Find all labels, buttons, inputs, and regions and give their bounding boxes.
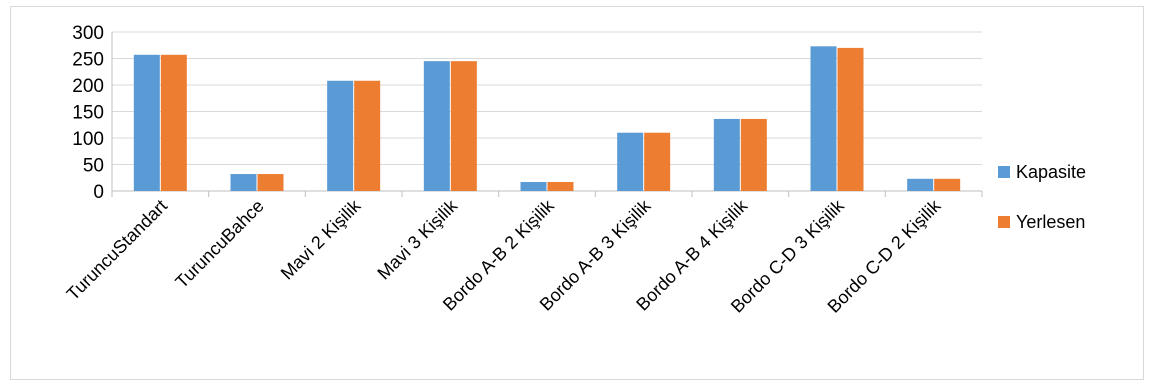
y-tick-label: 0 bbox=[93, 182, 104, 203]
bar-yerlesen-4 bbox=[547, 181, 574, 191]
legend-swatch-yerlesen bbox=[998, 216, 1010, 228]
x-category-label: Mavi 3 Kişilik bbox=[373, 195, 461, 283]
legend-label-yerlesen: Yerlesen bbox=[1016, 212, 1085, 232]
bar-kapasite-2 bbox=[327, 80, 354, 191]
y-tick-label: 200 bbox=[72, 76, 104, 97]
bar-yerlesen-8 bbox=[934, 178, 961, 191]
bar-yerlesen-3 bbox=[450, 61, 477, 192]
bar-yerlesen-0 bbox=[160, 54, 187, 191]
y-tick-label: 50 bbox=[83, 156, 104, 177]
bar-kapasite-4 bbox=[520, 181, 547, 191]
bar-yerlesen-1 bbox=[257, 174, 284, 191]
bar-yerlesen-7 bbox=[837, 47, 864, 192]
bar-kapasite-8 bbox=[907, 178, 934, 191]
y-tick-label: 150 bbox=[72, 103, 104, 124]
x-category-label: TuruncuBahce bbox=[171, 196, 267, 292]
y-tick-label: 100 bbox=[72, 129, 104, 150]
bar-kapasite-5 bbox=[617, 132, 644, 191]
bar-kapasite-1 bbox=[230, 174, 257, 191]
bar-yerlesen-5 bbox=[644, 132, 671, 191]
bar-yerlesen-6 bbox=[740, 118, 767, 191]
y-tick-label: 300 bbox=[72, 23, 104, 44]
bar-kapasite-6 bbox=[713, 118, 740, 191]
bar-kapasite-7 bbox=[810, 46, 837, 192]
x-category-label: TuruncuStandart bbox=[63, 196, 171, 304]
x-category-label: Mavi 2 Kişilik bbox=[277, 195, 365, 283]
legend-label-kapasite: Kapasite bbox=[1016, 162, 1086, 182]
bar-kapasite-0 bbox=[133, 54, 160, 191]
bar-kapasite-3 bbox=[423, 61, 450, 192]
chart-frame bbox=[10, 6, 1144, 380]
legend-swatch-kapasite bbox=[998, 166, 1010, 178]
bar-yerlesen-2 bbox=[354, 80, 381, 191]
y-tick-label: 250 bbox=[72, 50, 104, 71]
